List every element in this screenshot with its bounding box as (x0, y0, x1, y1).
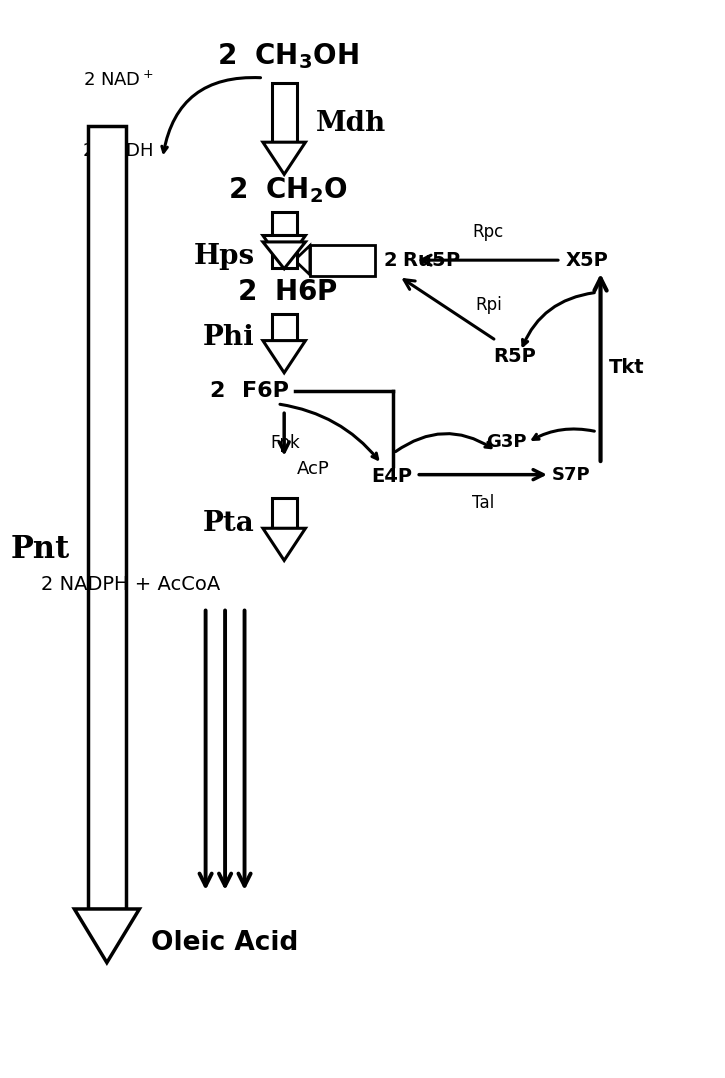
Text: Oleic Acid: Oleic Acid (152, 930, 299, 956)
Text: 2: 2 (210, 381, 225, 401)
Polygon shape (263, 528, 305, 561)
Polygon shape (272, 314, 297, 341)
Text: E4P: E4P (371, 467, 412, 486)
Polygon shape (88, 126, 126, 909)
Text: $\mathbf{2\ \ H6P}$: $\mathbf{2\ \ H6P}$ (237, 279, 338, 306)
Text: Pnt: Pnt (11, 535, 70, 565)
Polygon shape (263, 142, 305, 175)
Text: 2 NAD$^+$: 2 NAD$^+$ (83, 70, 153, 89)
Text: Phi: Phi (203, 324, 255, 351)
Text: S7P: S7P (552, 466, 590, 484)
Text: Tal: Tal (472, 494, 494, 512)
Text: Tkt: Tkt (609, 358, 645, 377)
Polygon shape (263, 341, 305, 373)
Text: Fpk: Fpk (270, 434, 300, 452)
Text: Rpc: Rpc (472, 223, 504, 240)
Text: $\mathbf{2\ \ CH_3OH}$: $\mathbf{2\ \ CH_3OH}$ (217, 41, 359, 71)
Text: R5P: R5P (493, 347, 536, 367)
Text: X5P: X5P (566, 251, 608, 270)
Polygon shape (310, 245, 375, 276)
Text: AcP: AcP (297, 460, 329, 479)
Text: 2 NADH: 2 NADH (83, 142, 153, 160)
Text: 2 NADPH + AcCoA: 2 NADPH + AcCoA (41, 575, 220, 594)
Text: Mdh: Mdh (315, 110, 386, 137)
Polygon shape (263, 241, 305, 268)
Polygon shape (263, 235, 305, 265)
Polygon shape (272, 83, 297, 142)
Text: $\mathbf{2\ \ CH_2O}$: $\mathbf{2\ \ CH_2O}$ (228, 176, 347, 205)
Text: Rpi: Rpi (476, 295, 502, 314)
Polygon shape (272, 241, 297, 267)
Text: Pta: Pta (203, 511, 255, 538)
Text: F6P: F6P (242, 381, 289, 401)
Text: $\mathbf{2\ Ru5P}$: $\mathbf{2\ Ru5P}$ (383, 251, 460, 270)
Polygon shape (272, 498, 297, 528)
Polygon shape (294, 246, 310, 275)
Text: Hps: Hps (194, 244, 255, 271)
Text: G3P: G3P (486, 433, 526, 452)
Polygon shape (272, 212, 297, 235)
Polygon shape (75, 909, 139, 963)
